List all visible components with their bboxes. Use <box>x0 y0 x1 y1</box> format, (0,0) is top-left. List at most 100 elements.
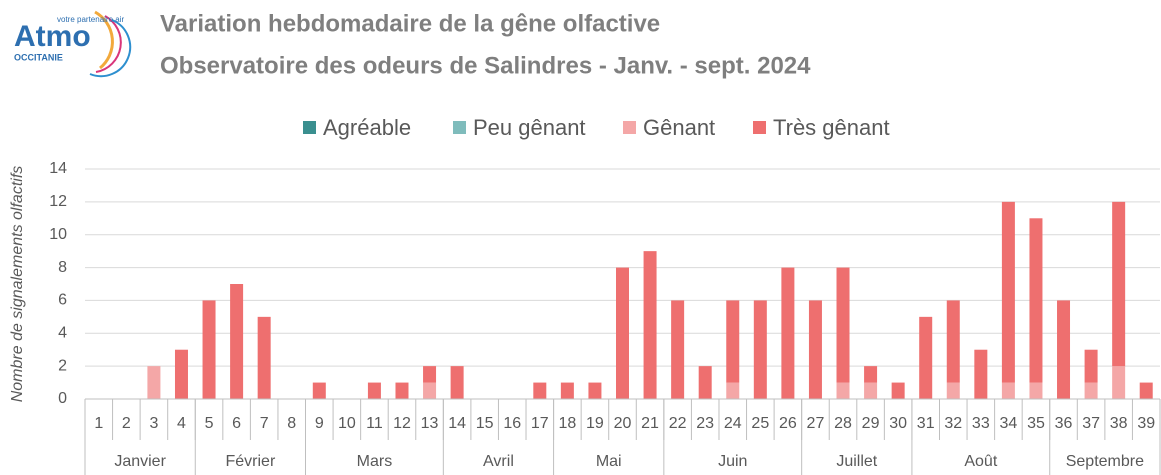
x-tick-label: 4 <box>177 415 186 432</box>
x-tick-label: 12 <box>393 415 411 432</box>
x-tick-label: 34 <box>999 415 1017 432</box>
x-tick-label: 11 <box>366 415 383 432</box>
x-tick-label: 38 <box>1110 415 1128 432</box>
x-tick-label: 32 <box>944 415 962 432</box>
bar-segment <box>891 382 905 399</box>
legend-swatch <box>453 121 466 134</box>
chart-title: Variation hebdomadaire de la gêne olfact… <box>160 10 660 37</box>
bar-segment <box>1112 201 1126 367</box>
x-tick-label: 25 <box>751 415 769 432</box>
bar-segment <box>946 382 960 399</box>
bar-segment <box>202 300 216 399</box>
bar-segment <box>450 366 464 399</box>
x-tick-label: 24 <box>724 415 742 432</box>
month-label: Février <box>225 453 275 470</box>
x-tick-label: 20 <box>614 415 632 432</box>
bar-segment <box>808 300 822 399</box>
x-tick-label: 30 <box>889 415 907 432</box>
x-tick-label: 23 <box>696 415 714 432</box>
x-tick-label: 14 <box>448 415 466 432</box>
bar-segment <box>1084 349 1098 383</box>
bar-segment <box>1029 218 1043 383</box>
x-tick-label: 3 <box>149 415 158 432</box>
bar-segment <box>1001 382 1015 399</box>
x-tick-label: 6 <box>232 415 241 432</box>
x-tick-label: 9 <box>315 415 324 432</box>
chart-subtitle: Observatoire des odeurs de Salindres - J… <box>160 52 811 79</box>
logo-tagline: votre partenaire air <box>57 15 124 24</box>
x-tick-label: 19 <box>586 415 604 432</box>
month-label: Août <box>964 453 997 470</box>
y-tick-label: 10 <box>49 226 67 243</box>
y-tick-label: 12 <box>49 193 67 210</box>
bar-segment <box>643 251 657 399</box>
logo-arc <box>95 15 122 73</box>
bar-segment <box>423 382 437 399</box>
bar-segment <box>946 300 960 383</box>
x-tick-label: 10 <box>338 415 356 432</box>
y-tick-label: 6 <box>58 292 67 309</box>
y-tick-label: 8 <box>58 259 67 276</box>
x-tick-label: 2 <box>122 415 131 432</box>
bar-segment <box>974 349 988 399</box>
bar-segment <box>257 316 271 399</box>
bar-segment <box>560 382 574 399</box>
x-tick-label: 22 <box>669 415 687 432</box>
bar-segment <box>230 284 244 399</box>
y-tick-label: 14 <box>49 160 67 177</box>
logo-name: Atmo <box>14 20 91 53</box>
x-tick-label: 37 <box>1082 415 1100 432</box>
x-tick-label: 21 <box>641 415 659 432</box>
x-tick-label: 33 <box>972 415 990 432</box>
x-tick-label: 7 <box>260 415 269 432</box>
y-tick-label: 4 <box>58 325 67 342</box>
month-label: Juillet <box>836 453 877 470</box>
legend-swatch <box>623 121 636 134</box>
x-tick-label: 26 <box>779 415 797 432</box>
month-label: Mars <box>357 453 393 470</box>
bar-segment <box>423 366 437 383</box>
x-tick-label: 17 <box>531 415 549 432</box>
bar-segment <box>533 382 547 399</box>
x-tick-label: 1 <box>94 415 103 432</box>
bar-segment <box>616 267 629 399</box>
bar-segment <box>671 300 685 399</box>
bar-segment <box>367 382 381 399</box>
logo: votre partenaire air Atmo OCCITANIE <box>14 10 132 78</box>
bar-segment <box>726 382 740 399</box>
month-label: Avril <box>483 453 514 470</box>
y-tick-label: 0 <box>58 390 67 407</box>
bar-segment <box>312 382 326 399</box>
bar-segment <box>1084 382 1098 399</box>
bar-segment <box>781 267 795 399</box>
bar-segment <box>919 316 933 399</box>
x-tick-label: 5 <box>205 415 214 432</box>
legend-swatch <box>753 121 766 134</box>
x-tick-label: 31 <box>917 415 935 432</box>
bar-segment <box>836 382 850 399</box>
legend-label: Agréable <box>323 115 411 140</box>
x-tick-label: 27 <box>807 415 825 432</box>
logo-arc <box>89 19 132 78</box>
x-tick-label: 35 <box>1027 415 1045 432</box>
bar-segment <box>588 382 602 399</box>
bar-segment <box>698 366 712 399</box>
x-tick-label: 18 <box>558 415 576 432</box>
bar-segment <box>395 382 409 399</box>
month-label: Mai <box>596 453 622 470</box>
x-tick-label: 13 <box>421 415 439 432</box>
legend-swatch <box>303 121 316 134</box>
bar-segment <box>1139 382 1153 399</box>
x-tick-label: 39 <box>1137 415 1155 432</box>
logo-region: OCCITANIE <box>14 52 63 62</box>
bar-segment <box>864 382 878 399</box>
bar-segment <box>1029 382 1043 399</box>
x-tick-label: 28 <box>834 415 852 432</box>
x-tick-label: 36 <box>1055 415 1073 432</box>
bar-segment <box>753 300 767 399</box>
x-tick-label: 8 <box>287 415 296 432</box>
bar-segment <box>1112 366 1126 399</box>
bar-segment <box>1001 201 1015 383</box>
x-tick-label: 16 <box>503 415 521 432</box>
